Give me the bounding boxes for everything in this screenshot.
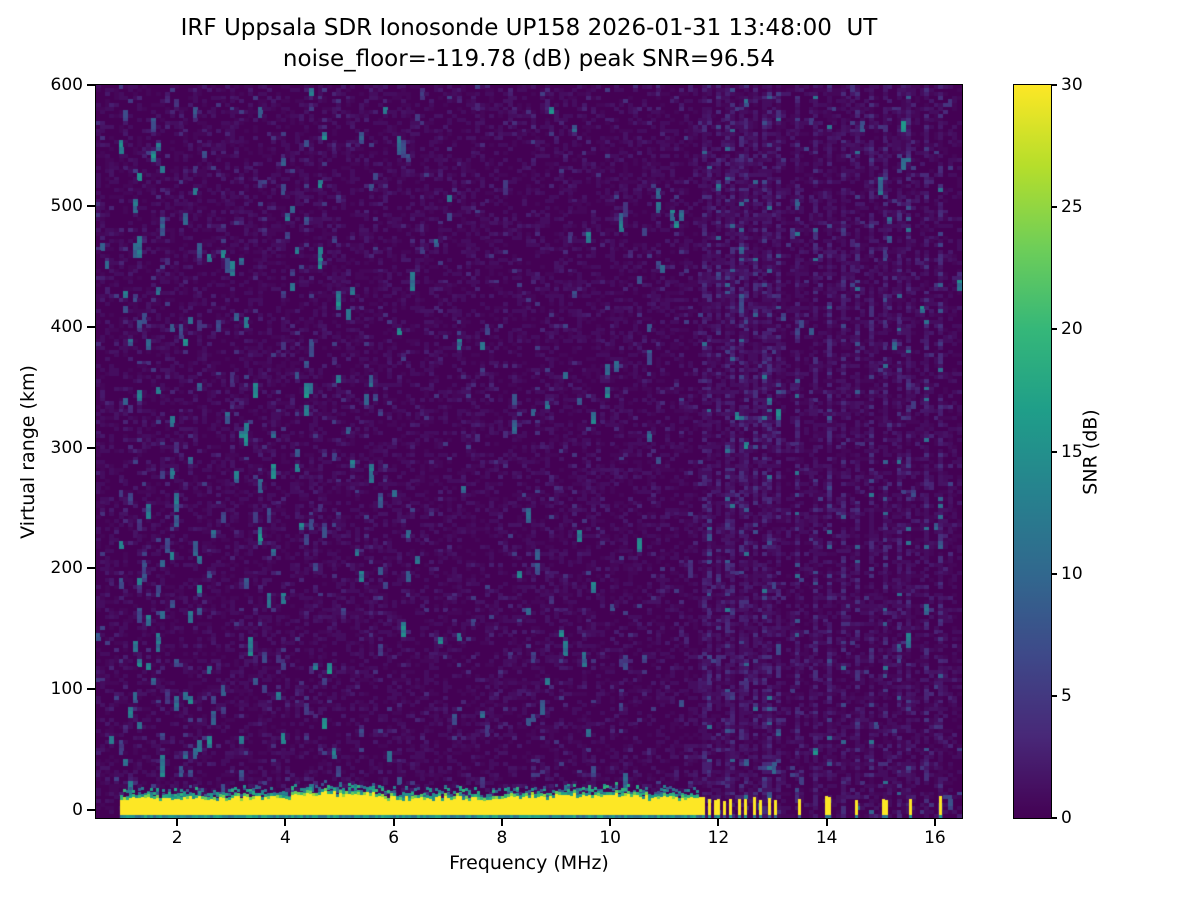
x-tick-mark	[933, 818, 936, 826]
x-tick-label: 12	[707, 828, 730, 848]
figure-title-line2: noise_floor=-119.78 (dB) peak SNR=96.54	[282, 46, 776, 72]
y-tick-mark	[87, 204, 95, 207]
colorbar	[1013, 84, 1052, 819]
x-tick-mark	[500, 818, 503, 826]
x-tick-label: 6	[388, 828, 400, 848]
x-tick-mark	[176, 818, 179, 826]
figure-title-line1: IRF Uppsala SDR Ionosonde UP158 2026-01-…	[180, 15, 878, 41]
x-tick-mark	[825, 818, 828, 826]
y-axis-label: Virtual range (km)	[17, 364, 39, 539]
y-tick-mark	[87, 567, 95, 570]
ionogram-heatmap-canvas	[96, 85, 962, 818]
x-tick-mark	[609, 818, 612, 826]
x-axis-label: Frequency (MHz)	[449, 852, 609, 874]
y-tick-mark	[87, 84, 95, 86]
y-tick-mark	[87, 809, 95, 812]
x-tick-mark	[284, 818, 287, 826]
y-tick-mark	[87, 325, 95, 328]
x-tick-label: 2	[171, 828, 183, 848]
x-tick-label: 16	[924, 828, 946, 848]
colorbar-label: SNR (dB)	[1080, 408, 1102, 495]
x-tick-mark	[392, 818, 395, 826]
y-tick-mark	[87, 446, 95, 449]
x-tick-label: 10	[599, 828, 621, 848]
x-tick-label: 8	[496, 828, 508, 848]
y-tick-mark	[87, 688, 95, 691]
y-axis-label-wrap: Virtual range (km)	[8, 85, 48, 818]
plot-area	[95, 84, 963, 819]
figure-title: IRF Uppsala SDR Ionosonde UP158 2026-01-…	[96, 13, 962, 75]
x-tick-label: 4	[280, 828, 291, 848]
x-tick-mark	[717, 818, 720, 826]
x-tick-label: 14	[815, 828, 838, 848]
colorbar-label-wrap: SNR (dB)	[1071, 85, 1111, 818]
